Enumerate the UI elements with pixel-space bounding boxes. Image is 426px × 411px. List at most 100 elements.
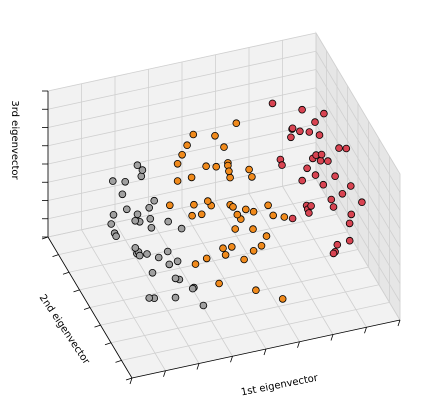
data-point-group-1 bbox=[146, 215, 155, 223]
data-point-group-3 bbox=[319, 180, 328, 189]
grid-line bbox=[47, 69, 317, 128]
grid-line bbox=[89, 249, 359, 308]
grid-line bbox=[315, 87, 401, 229]
data-point-group-3 bbox=[311, 118, 319, 126]
data-point-group-1 bbox=[123, 205, 131, 214]
data-point-group-1 bbox=[150, 196, 159, 205]
axis-ticks bbox=[41, 90, 401, 385]
data-point-group-2 bbox=[188, 211, 196, 220]
data-point-group-2 bbox=[232, 119, 241, 127]
data-point-group-1 bbox=[112, 232, 120, 241]
data-point-group-3 bbox=[287, 133, 295, 142]
data-point-group-2 bbox=[221, 251, 230, 259]
grid-line bbox=[47, 105, 317, 165]
grid-line bbox=[315, 32, 401, 175]
data-point-group-3 bbox=[288, 124, 297, 133]
data-point-group-3 bbox=[316, 156, 325, 165]
data-point-group-1 bbox=[133, 161, 142, 170]
data-point-group-2 bbox=[204, 197, 212, 205]
grid-line bbox=[248, 193, 334, 335]
data-point-group-3 bbox=[333, 240, 342, 249]
data-point-group-3 bbox=[305, 209, 313, 217]
data-point-group-2 bbox=[202, 254, 211, 263]
data-point-group-3 bbox=[345, 219, 354, 228]
grid-line bbox=[282, 186, 367, 328]
data-point-group-3 bbox=[329, 249, 338, 258]
data-point-group-1 bbox=[145, 294, 154, 302]
data-point-group-1 bbox=[118, 190, 127, 199]
y-tick bbox=[115, 359, 122, 363]
data-point-group-2 bbox=[249, 207, 258, 216]
y-tick bbox=[52, 254, 59, 258]
data-point-group-2 bbox=[269, 211, 278, 220]
data-point-group-3 bbox=[329, 203, 338, 211]
data-point-group-2 bbox=[173, 160, 182, 168]
data-point-group-2 bbox=[248, 173, 256, 181]
y-axis-label: 2nd eigenvector bbox=[37, 293, 92, 368]
data-point-group-2 bbox=[202, 162, 210, 171]
x-tick bbox=[129, 377, 133, 385]
data-point-group-2 bbox=[173, 177, 182, 185]
data-point-group-2 bbox=[249, 225, 257, 233]
data-points bbox=[107, 99, 366, 310]
data-point-group-3 bbox=[288, 214, 297, 223]
data-point-group-2 bbox=[166, 201, 174, 210]
data-point-group-3 bbox=[335, 144, 343, 152]
data-point-group-2 bbox=[280, 213, 289, 221]
x-tick bbox=[330, 334, 334, 341]
y-tick bbox=[104, 342, 112, 346]
z-axis-label: 3rd eigenvector bbox=[9, 100, 20, 180]
data-point-group-2 bbox=[187, 173, 196, 182]
data-point-group-1 bbox=[133, 210, 142, 219]
data-point-group-1 bbox=[138, 166, 147, 174]
data-point-group-2 bbox=[190, 200, 198, 209]
data-point-group-1 bbox=[109, 211, 118, 219]
y-tick bbox=[125, 377, 133, 381]
data-point-group-3 bbox=[298, 105, 306, 114]
data-point-group-2 bbox=[225, 167, 233, 176]
data-point-group-2 bbox=[197, 210, 206, 219]
grid-line bbox=[47, 178, 317, 238]
data-point-group-2 bbox=[212, 162, 221, 171]
data-point-group-1 bbox=[177, 224, 186, 233]
data-point-group-3 bbox=[311, 171, 320, 179]
data-point-group-3 bbox=[345, 236, 354, 245]
data-point-group-3 bbox=[296, 127, 304, 136]
data-point-group-3 bbox=[278, 161, 286, 169]
x-tick bbox=[297, 341, 300, 348]
data-point-group-3 bbox=[346, 182, 355, 190]
grid-line bbox=[315, 105, 401, 248]
data-point-group-1 bbox=[131, 244, 140, 252]
data-point-group-2 bbox=[226, 173, 234, 182]
data-point-group-1 bbox=[171, 293, 180, 302]
y-tick bbox=[94, 324, 101, 328]
data-point-group-1 bbox=[131, 217, 140, 225]
x-tick bbox=[263, 348, 267, 356]
data-point-group-1 bbox=[109, 177, 117, 185]
data-point-group-1 bbox=[143, 250, 151, 258]
data-point-group-3 bbox=[298, 176, 307, 185]
data-point-group-3 bbox=[317, 150, 326, 159]
data-point-group-2 bbox=[219, 244, 227, 253]
grid-line bbox=[68, 213, 338, 273]
data-point-group-3 bbox=[303, 164, 311, 173]
data-point-group-2 bbox=[191, 260, 200, 268]
data-point-group-2 bbox=[249, 247, 258, 255]
grid-line bbox=[215, 200, 300, 342]
data-point-group-1 bbox=[121, 178, 129, 186]
data-point-group-3 bbox=[315, 131, 324, 139]
data-point-group-1 bbox=[188, 284, 197, 293]
grid-lines bbox=[47, 32, 401, 379]
x-tick bbox=[230, 356, 233, 363]
data-point-group-3 bbox=[327, 195, 336, 204]
data-point-group-2 bbox=[178, 151, 186, 159]
data-point-group-2 bbox=[215, 279, 223, 288]
data-point-group-1 bbox=[165, 260, 174, 269]
data-point-group-2 bbox=[220, 143, 228, 151]
data-point-group-1 bbox=[107, 220, 115, 228]
data-point-group-1 bbox=[171, 274, 180, 283]
data-point-group-2 bbox=[240, 255, 248, 264]
grid-line bbox=[315, 51, 401, 193]
